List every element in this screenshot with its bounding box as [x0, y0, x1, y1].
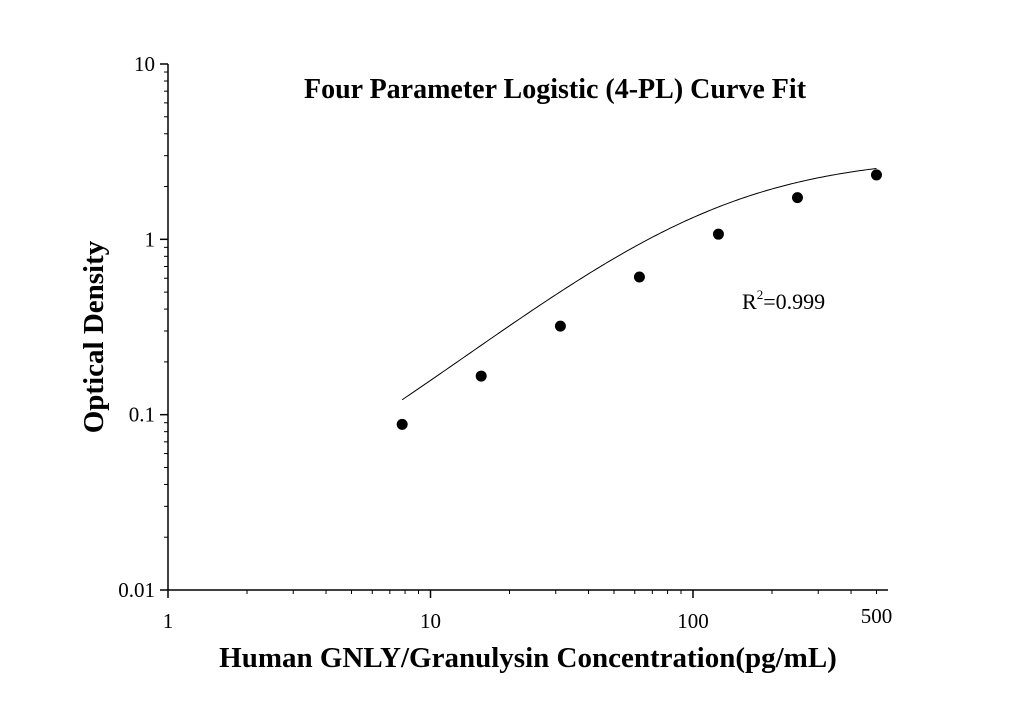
chart-title: Four Parameter Logistic (4-PL) Curve Fit — [304, 74, 807, 105]
x-tick-label: 10 — [420, 609, 441, 633]
x-tick-label: 500 — [861, 604, 893, 628]
axes — [167, 64, 888, 591]
data-point — [870, 169, 882, 181]
data-point — [633, 271, 645, 283]
data-point — [791, 192, 803, 204]
r-squared-annotation: R2=0.999 — [742, 287, 825, 314]
y-tick-label: 1 — [145, 227, 156, 251]
r-squared-value: =0.999 — [763, 289, 825, 314]
y-tick-label: 10 — [134, 52, 155, 76]
fit-curve — [401, 167, 877, 401]
data-point — [554, 320, 566, 332]
y-tick-label: 0.01 — [118, 578, 155, 602]
x-tick-label: 100 — [677, 609, 709, 633]
r-squared-sup: 2 — [757, 287, 764, 302]
y-axis-label: Optical Density — [78, 240, 110, 433]
data-point — [475, 370, 487, 382]
y-tick-label: 0.1 — [129, 403, 155, 427]
x-axis-label: Human GNLY/Granulysin Concentration(pg/m… — [219, 642, 837, 674]
r-squared-base: R — [742, 289, 757, 314]
x-tick-label: 1 — [163, 609, 174, 633]
data-point — [396, 418, 408, 430]
data-points — [396, 169, 882, 430]
data-point — [712, 228, 724, 240]
ticks: 0.01 0.1 1 10 1 10 100 500 — [118, 52, 892, 633]
